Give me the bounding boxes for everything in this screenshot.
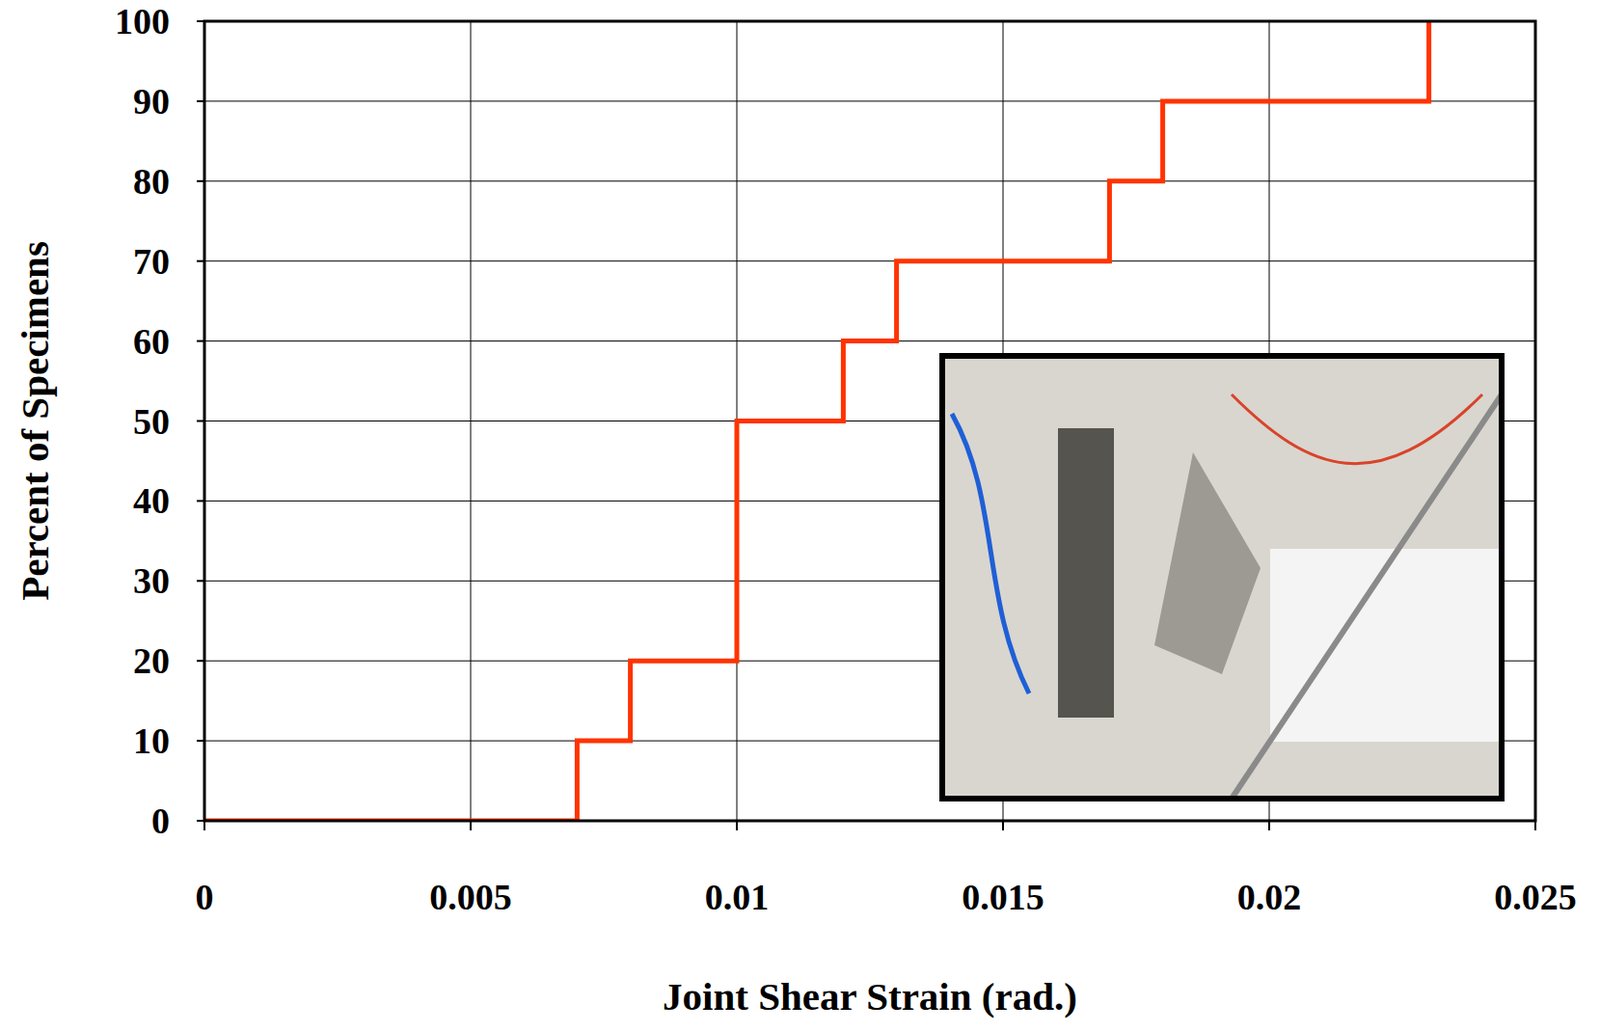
photo-card [1270, 548, 1502, 742]
tick-label-x: 0.015 [961, 876, 1045, 918]
tick-label-x: 0.01 [705, 876, 770, 918]
plot-area [204, 21, 1430, 821]
tick-label-x: 0.025 [1493, 876, 1577, 918]
photo-background [942, 355, 1502, 799]
chart: 0 0.005 0.01 0.015 0.02 0.025 0 10 20 30 40 50 60 70 8… [0, 0, 1600, 1032]
photo-spall [1154, 452, 1261, 675]
grid-line-y [204, 260, 1536, 262]
y-axis-title: Percent of Specimens [12, 241, 57, 601]
tick-label-y: 50 [133, 401, 170, 442]
photo-rod [1231, 394, 1502, 799]
data-line [204, 21, 1430, 821]
tick-label-y: 0 [151, 800, 170, 841]
tick-label-x: 0 [195, 876, 215, 918]
tick-label-y: 60 [133, 321, 170, 362]
tick-label-y: 100 [114, 0, 170, 42]
grid-line-y [204, 180, 1536, 182]
tick-label-y: 10 [133, 720, 170, 761]
tick-label-x: 0.005 [429, 876, 513, 918]
tick-label-y: 90 [133, 81, 170, 122]
tick-label-x: 0.02 [1237, 876, 1302, 918]
tick-label-y: 40 [133, 480, 170, 521]
photo-crack-mark [951, 413, 1030, 694]
photo-crack-mark [1231, 394, 1483, 464]
tick-label-y: 80 [133, 161, 170, 202]
photo-sensor [1057, 428, 1114, 718]
photo-frame [942, 355, 1502, 799]
tick-label-y: 30 [133, 560, 170, 601]
tick-label-y: 20 [133, 640, 170, 681]
tick-label-y: 70 [133, 241, 170, 282]
plot-frame [204, 21, 1536, 821]
inset-photo [942, 355, 1502, 799]
x-axis-title: Joint Shear Strain (rad.) [662, 974, 1078, 1019]
